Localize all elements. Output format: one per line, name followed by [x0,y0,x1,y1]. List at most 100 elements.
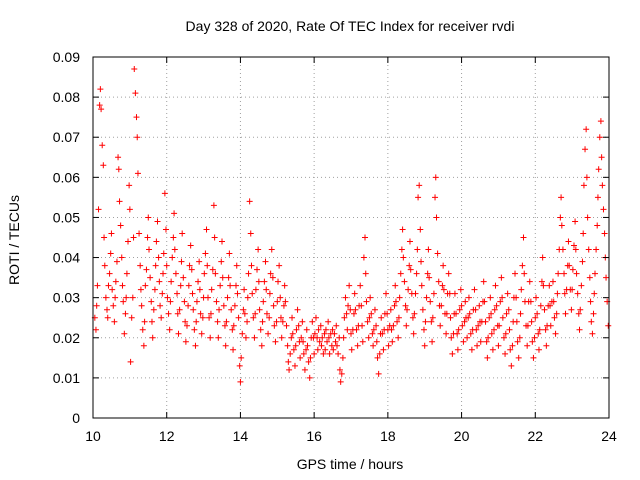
data-point [121,330,128,337]
data-point [274,298,281,305]
data-point [384,310,391,317]
data-point [333,322,340,329]
data-point [170,234,177,241]
data-point [207,310,214,317]
data-point [335,350,342,357]
data-point [217,282,224,289]
y-axis-label: ROTI / TECUs [6,195,22,285]
data-point [409,314,416,321]
data-point [273,318,280,325]
data-point [532,314,539,321]
data-point [268,246,275,253]
data-point [476,302,483,309]
data-point [488,310,495,317]
data-point [371,306,378,313]
data-point [392,298,399,305]
data-point [580,182,587,189]
data-point [583,126,590,133]
data-point [600,206,607,213]
data-point [254,266,261,273]
data-point [306,374,313,381]
data-point [488,330,495,337]
data-point [538,278,545,285]
data-point [144,234,151,241]
data-point [589,330,596,337]
x-tick-label: 22 [527,428,543,444]
data-point [95,206,102,213]
data-point [569,266,576,273]
data-point [188,266,195,273]
data-point [336,366,343,373]
data-point [541,306,548,313]
data-point [288,334,295,341]
data-point [314,334,321,341]
data-point [94,282,101,289]
data-point [482,318,489,325]
data-point [212,270,219,277]
data-point [293,326,300,333]
data-point [325,334,332,341]
data-point [484,354,491,361]
data-point [159,290,166,297]
data-point [368,310,375,317]
data-point [149,334,156,341]
data-point [190,306,197,313]
data-point [204,294,211,301]
data-point [359,322,366,329]
data-point [189,290,196,297]
data-point [156,278,163,285]
data-point [415,194,422,201]
data-point [363,298,370,305]
data-point [122,310,129,317]
data-point [370,342,377,349]
data-point [219,274,226,281]
data-point [331,330,338,337]
data-point [572,246,579,253]
data-point [160,270,167,277]
data-point [574,290,581,297]
data-point [329,326,336,333]
data-point [552,330,559,337]
data-point [271,322,278,329]
data-point [151,286,158,293]
data-point [520,234,527,241]
y-tick-label: 0.03 [53,290,80,306]
data-point [255,278,262,285]
data-point [324,338,331,345]
data-point [432,194,439,201]
data-point [333,342,340,349]
data-point [502,350,509,357]
data-point [237,378,244,385]
data-point [433,214,440,221]
data-point [595,166,602,173]
data-point [540,282,547,289]
data-point [570,242,577,249]
data-point [123,294,130,301]
data-point [246,198,253,205]
data-point [297,354,304,361]
data-point [398,246,405,253]
data-point [495,342,502,349]
data-point [255,246,262,253]
data-point [410,330,417,337]
data-point [256,306,263,313]
data-point [157,302,164,309]
data-point [587,298,594,305]
data-point [146,246,153,253]
data-point [300,338,307,345]
y-tick-label: 0.05 [53,209,80,225]
data-point [280,302,287,309]
data-point [325,318,332,325]
data-point [389,338,396,345]
chart-title: Day 328 of 2020, Rate Of TEC Index for r… [186,18,515,34]
data-point [337,378,344,385]
data-point [404,306,411,313]
data-point [277,294,284,301]
data-point [537,302,544,309]
data-point [108,230,115,237]
data-point [367,294,374,301]
data-point [161,190,168,197]
data-point [179,230,186,237]
data-point [508,362,515,369]
data-point [263,286,270,293]
